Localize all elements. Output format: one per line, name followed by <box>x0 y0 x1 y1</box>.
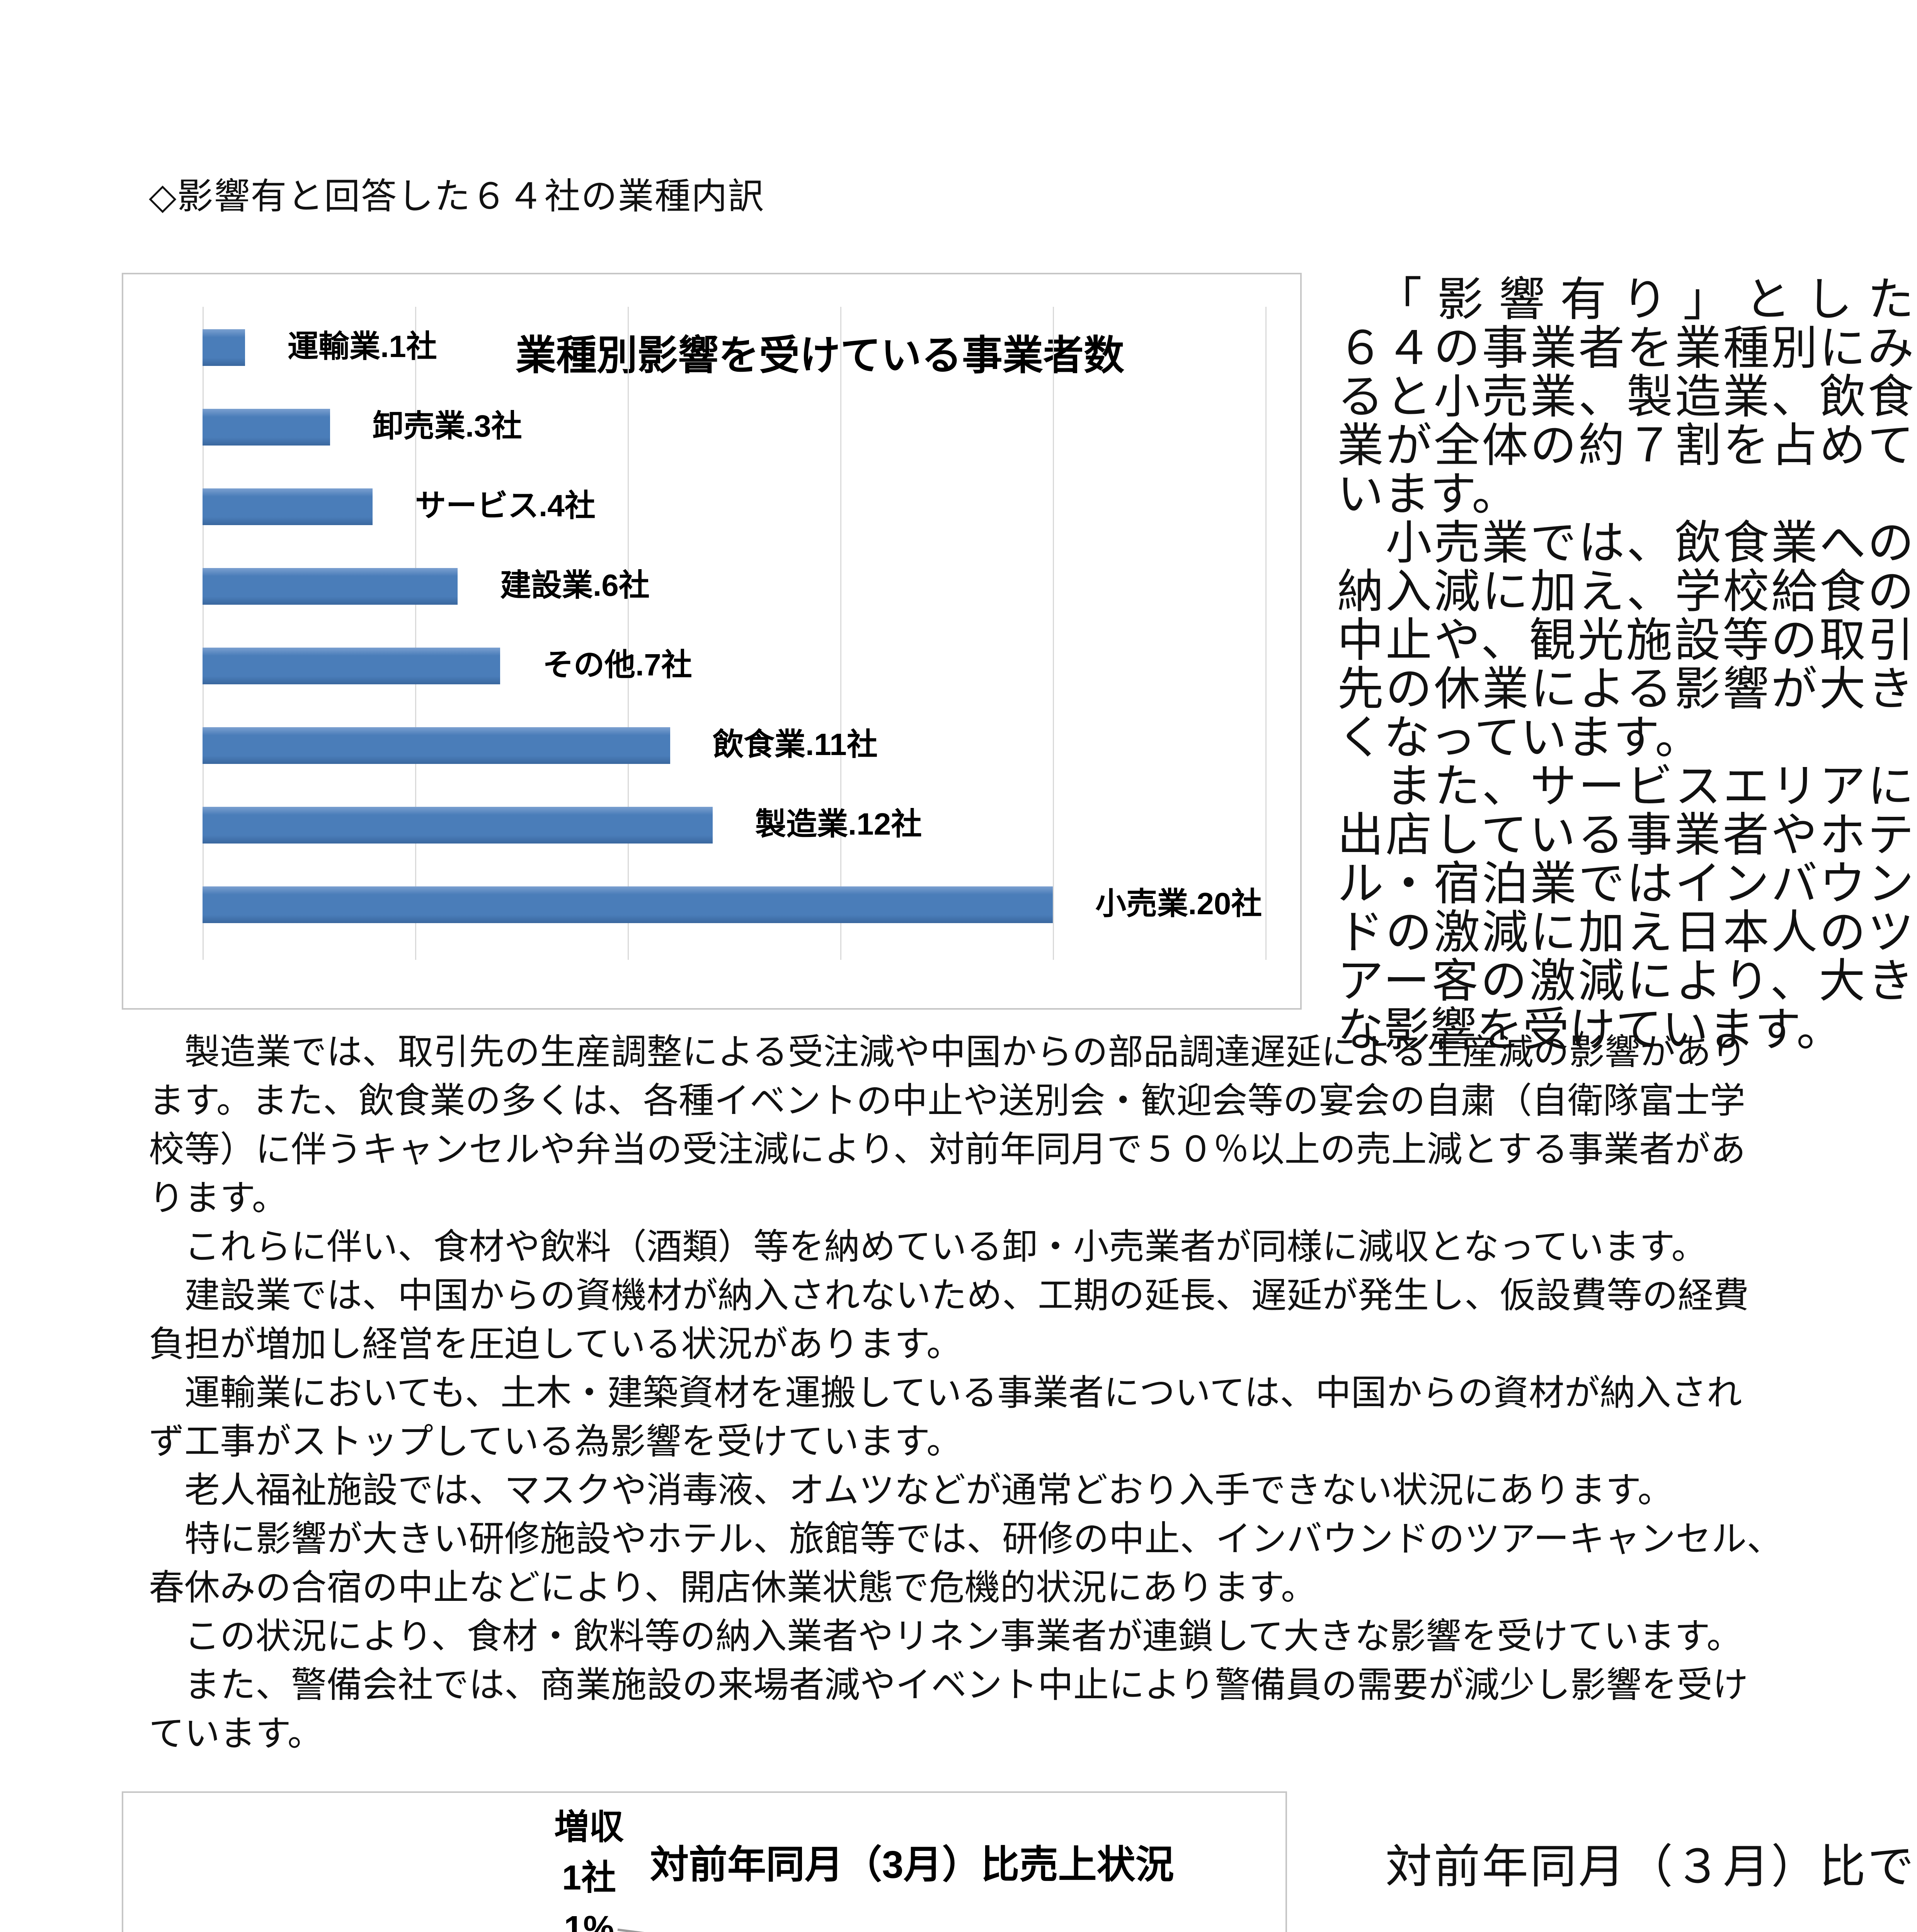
bar-data-label: サービス.4社 <box>415 488 596 523</box>
axis-gridline <box>840 307 841 960</box>
text-line: 小売業では、飲食業への <box>1337 517 1914 569</box>
text-line: ています。 <box>149 1714 323 1753</box>
axis-gridline <box>628 307 629 960</box>
text-line: 春休みの合宿の中止などにより、開店休業状態で危機的状況にあります。 <box>149 1568 1317 1607</box>
bar-飲食業 <box>203 727 670 764</box>
text-line: ず工事がストップしている為影響を受けています。 <box>149 1422 962 1461</box>
pie-side-paragraph: 対前年同月（３月）比で売上が減収した事業所は６１社で概ね全体の半数を占めており、… <box>1337 1818 1914 1932</box>
page-title: ◇影響有と回答した６４社の業種内訳 <box>149 177 765 217</box>
text-line: これらに伴い、食材や飲料（酒類）等を納めている卸・小売業者が同様に減収となってい… <box>149 1227 1707 1267</box>
text-line: 「影響有り」とした <box>1337 274 1914 325</box>
bar-data-label: 運輸業.1社 <box>288 329 437 364</box>
text-line: ると小売業、製造業、飲食 <box>1337 371 1914 423</box>
bar-side-paragraph: 「影響有り」とした ６４の事業者を業種別にみ ると小売業、製造業、飲食 業が全体の約７… <box>1337 276 1914 1054</box>
bar-chart: 業種別影響を受けている事業者数 運輸業.1社卸売業.3社サービス.4社建設業.6… <box>122 273 1302 1010</box>
bar-data-label: 小売業.20社 <box>1095 886 1262 921</box>
body-paragraphs: 製造業では、取引先の生産調整による受注減や中国からの部品調達遅延による生産減の影… <box>149 1028 1842 1758</box>
bar-建設業 <box>203 568 458 605</box>
text-line: 製造業では、取引先の生産調整による受注減や中国からの部品調達遅延による生産減の影… <box>149 1032 1747 1072</box>
text-line: アー客の激減により、大き <box>1337 956 1914 1007</box>
bar-data-label: 製造業.12社 <box>755 807 922 841</box>
bar-製造業 <box>203 807 713 844</box>
text-line: ６４の事業者を業種別にみ <box>1337 323 1914 374</box>
text-line: ル・宿泊業ではインバウン <box>1337 858 1914 910</box>
text-line: ます。また、飲食業の多くは、各種イベントの中止や送別会・歓迎会等の宴会の自粛（自… <box>149 1081 1745 1121</box>
bar-運輸業 <box>203 329 245 366</box>
text-line: 特に影響が大きい研修施設やホテル、旅館等では、研修の中止、インバウンドのツアーキ… <box>149 1519 1783 1559</box>
pie-label-増収: 増収 1社 1% <box>512 1802 666 1932</box>
text-line: また、警備会社では、商業施設の来場者減やイベント中止により警備員の需要が減少し影… <box>149 1665 1748 1705</box>
axis-gridline <box>1053 307 1054 960</box>
bar-data-label: 飲食業.11社 <box>713 727 878 762</box>
text-line: 老人福祉施設では、マスクや消毒液、オムツなどが通常どおり入手できない状況にありま… <box>149 1471 1674 1510</box>
bar-小売業 <box>203 886 1053 923</box>
pie-label-line: 増収 <box>554 1808 624 1847</box>
bar-サービス <box>203 488 373 525</box>
text-line: 校等）に伴うキャンセルや弁当の受注減により、対前年同月で５０％以上の売上減とする… <box>149 1130 1746 1169</box>
text-line: また、サービスエリアに <box>1337 761 1914 812</box>
text-line: 対前年同月（３月）比で <box>1337 1841 1914 1893</box>
text-line: な影響を受けています。 <box>1337 1004 1843 1056</box>
pie-label-line: 1% <box>564 1909 615 1932</box>
text-line: 納入減に加え、学校給食の <box>1337 566 1914 617</box>
pie-chart-title: 対前年同月（3月）比売上状況 <box>650 1843 1174 1886</box>
text-line: ります。 <box>149 1179 288 1218</box>
text-line: 業が全体の約７割を占めて <box>1337 420 1914 471</box>
text-line: 負担が増加し経営を圧迫している状況があります。 <box>149 1325 962 1364</box>
pie-chart: 対前年同月（3月）比売上状況 減収61社48%不明等51社41%同等13社10%… <box>122 1791 1287 1932</box>
bar-その他 <box>203 648 500 684</box>
axis-gridline <box>203 307 204 960</box>
pie-label-line: 1社 <box>562 1859 616 1897</box>
bar-data-label: 建設業.6社 <box>500 568 650 602</box>
text-line: 売上が減収した事業所は <box>1337 1916 1914 1932</box>
text-line: います。 <box>1337 469 1518 520</box>
axis-gridline <box>1265 307 1267 960</box>
bar-卸売業 <box>203 409 330 446</box>
text-line: 運輸業においても、土木・建築資材を運搬している事業者については、中国からの資材が… <box>149 1373 1742 1413</box>
bar-data-label: その他.7社 <box>543 648 692 682</box>
text-line: 出店している事業者やホテ <box>1337 810 1914 861</box>
text-line: 先の休業による影響が大き <box>1337 663 1914 715</box>
text-line: くなっています。 <box>1337 712 1701 764</box>
bar-data-label: 卸売業.3社 <box>373 409 522 443</box>
axis-gridline <box>415 307 416 960</box>
text-line: ドの激減に加え日本人のツ <box>1337 907 1914 958</box>
text-line: 建設業では、中国からの資機材が納入されないため、工期の延長、遅延が発生し、仮設費… <box>149 1276 1749 1315</box>
text-line: この状況により、食材・飲料等の納入業者やリネン事業者が連鎖して大きな影響を受けて… <box>149 1617 1742 1656</box>
text-line: 中止や、観光施設等の取引 <box>1337 615 1914 666</box>
bar-chart-title: 業種別影響を受けている事業者数 <box>516 333 1125 378</box>
